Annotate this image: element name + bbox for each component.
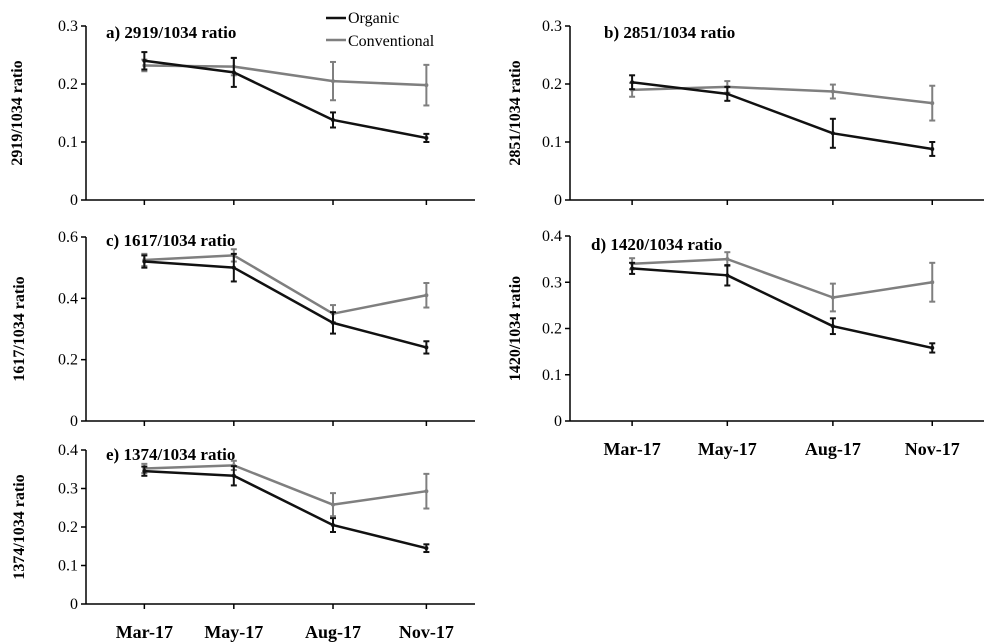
y-axis-title: 1374/1034 ratio (11, 474, 28, 579)
y-tick-label: 0.2 (58, 76, 78, 93)
y-tick-label: 0.6 (58, 229, 78, 246)
data-point-organic (630, 266, 635, 271)
series-line-conventional (632, 85, 933, 105)
panel-a: 0 0.1 0.2 0.3 2919/1034 ratio a) 2919/1034 ra… (9, 18, 475, 209)
data-point-organic (725, 273, 730, 278)
panel-e: 0 0.1 0.2 0.3 0.4 Mar-17 May-17 Aug-17 Nov-17 137… (11, 442, 475, 642)
y-tick-label: 0.3 (542, 274, 562, 291)
data-point-conventional (331, 502, 336, 507)
data-point-conventional (424, 293, 429, 298)
series-line-organic (632, 267, 933, 350)
data-point-organic (142, 58, 147, 63)
panel-title: b) 2851/1034 ratio (604, 23, 735, 42)
panel-title: c) 1617/1034 ratio (106, 231, 235, 250)
y-tick-label: 0 (554, 413, 562, 430)
series-line-conventional (144, 464, 427, 506)
data-point-conventional (930, 101, 935, 106)
data-point-organic (231, 70, 236, 75)
data-point-conventional (725, 257, 730, 262)
series-line-conventional (144, 254, 427, 315)
y-tick-label: 0.2 (58, 352, 78, 369)
data-point-organic (725, 91, 730, 96)
data-point-conventional (331, 79, 336, 84)
x-tick-label: Aug-17 (805, 439, 861, 459)
y-axis-title: 1420/1034 ratio (507, 276, 524, 381)
data-point-organic (331, 117, 336, 122)
data-point-organic (424, 135, 429, 140)
legend-organic-label: Organic (348, 10, 399, 27)
y-tick-label: 0.1 (58, 558, 78, 575)
y-tick-label: 0.2 (58, 519, 78, 536)
y-tick-label: 0.3 (58, 481, 78, 498)
y-tick-label: 0.2 (542, 321, 562, 338)
panel-b: 0 0.1 0.2 0.3 2851/1034 ratio b) 2851/1034 ra… (507, 18, 984, 209)
y-tick-label: 0.3 (58, 18, 78, 35)
data-point-conventional (830, 295, 835, 300)
series-line-organic (631, 81, 933, 151)
x-tick-label: May-17 (204, 622, 263, 642)
data-point-conventional (830, 89, 835, 94)
y-tick-label: 0 (554, 192, 562, 209)
x-tick-label: Mar-17 (603, 439, 660, 459)
data-point-organic (424, 546, 429, 551)
data-point-organic (231, 473, 236, 478)
panel-title: d) 1420/1034 ratio (591, 235, 722, 254)
y-tick-label: 0.1 (542, 134, 562, 151)
y-tick-label: 0.4 (58, 290, 78, 307)
data-point-conventional (930, 280, 935, 285)
series-line-organic (144, 59, 427, 140)
y-tick-label: 0 (70, 596, 78, 613)
y-tick-label: 0 (70, 192, 78, 209)
x-tick-label: Aug-17 (305, 622, 361, 642)
data-point-organic (231, 265, 236, 270)
data-point-organic (331, 320, 336, 325)
data-point-organic (830, 324, 835, 329)
series-line-conventional (632, 257, 933, 299)
series-line-organic (144, 469, 427, 550)
panel-c: 0 0.2 0.4 0.6 1617/1034 ratio c) 1617/1034 ra… (11, 229, 475, 430)
series-line-organic (144, 260, 427, 349)
data-point-organic (331, 523, 336, 528)
x-tick-label: May-17 (698, 439, 757, 459)
y-axis-title: 1617/1034 ratio (11, 276, 28, 381)
y-tick-label: 0.3 (542, 18, 562, 35)
y-axis-title: 2919/1034 ratio (9, 60, 26, 165)
x-tick-label: Nov-17 (399, 622, 454, 642)
x-tick-label: Mar-17 (116, 622, 173, 642)
y-tick-label: 0.1 (58, 134, 78, 151)
y-axis-title: 2851/1034 ratio (507, 60, 524, 165)
y-tick-label: 0.2 (542, 76, 562, 93)
data-point-organic (830, 131, 835, 136)
panel-title: a) 2919/1034 ratio (106, 23, 236, 42)
data-point-organic (930, 345, 935, 350)
series-line-conventional (144, 64, 427, 87)
data-point-organic (142, 259, 147, 264)
data-point-organic (424, 345, 429, 350)
data-point-conventional (424, 83, 429, 88)
legend-conventional-label: Conventional (348, 33, 435, 50)
data-point-conventional (424, 489, 429, 494)
data-point-organic (142, 469, 147, 474)
panel-d: 0 0.1 0.2 0.3 0.4 Mar-17 May-17 Aug-17 Nov-17 142… (507, 228, 984, 459)
y-tick-label: 0 (70, 413, 78, 430)
y-tick-label: 0.4 (58, 442, 78, 459)
data-point-organic (930, 146, 935, 151)
y-tick-label: 0.1 (542, 367, 562, 384)
y-tick-label: 0.4 (542, 228, 562, 245)
x-tick-label: Nov-17 (905, 439, 960, 459)
legend: Organic Conventional (326, 10, 435, 50)
panel-title: e) 1374/1034 ratio (106, 445, 235, 464)
data-point-organic (630, 80, 635, 85)
